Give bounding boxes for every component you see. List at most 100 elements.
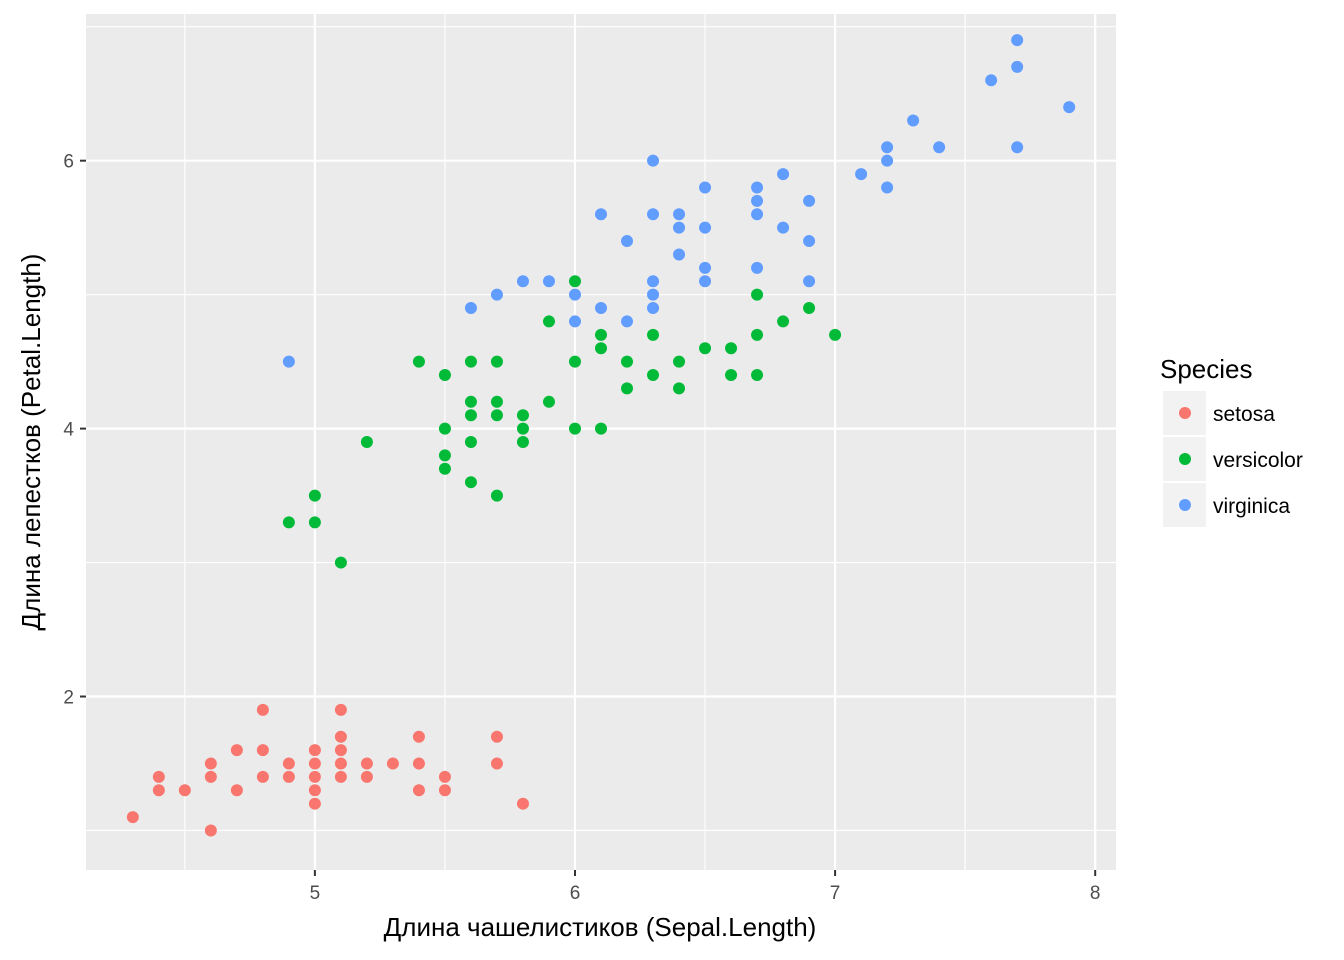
point-versicolor	[516, 409, 529, 422]
point-virginica	[673, 248, 686, 261]
data-points	[126, 34, 1076, 837]
point-setosa	[256, 770, 269, 783]
point-virginica	[881, 141, 894, 154]
point-virginica	[673, 208, 686, 221]
series-setosa	[126, 703, 529, 837]
point-setosa	[282, 757, 295, 770]
point-versicolor	[438, 422, 451, 435]
point-setosa	[282, 770, 295, 783]
point-virginica	[751, 208, 764, 221]
point-versicolor	[568, 275, 581, 288]
point-setosa	[308, 797, 321, 810]
point-setosa	[308, 784, 321, 797]
point-virginica	[699, 261, 712, 274]
y-tick-label: 2	[63, 688, 74, 709]
point-setosa	[126, 811, 139, 824]
point-setosa	[412, 757, 425, 770]
point-setosa	[256, 703, 269, 716]
point-versicolor	[360, 436, 373, 448]
point-virginica	[777, 221, 790, 234]
point-versicolor	[673, 382, 686, 395]
point-virginica	[647, 154, 660, 167]
point-versicolor	[516, 422, 529, 435]
point-virginica	[1011, 60, 1024, 73]
point-setosa	[308, 770, 321, 783]
point-virginica	[699, 221, 712, 234]
point-virginica	[1063, 101, 1076, 114]
point-virginica	[647, 208, 660, 221]
point-versicolor	[673, 355, 686, 368]
point-versicolor	[464, 355, 477, 368]
point-setosa	[438, 770, 451, 783]
point-versicolor	[647, 369, 660, 382]
point-virginica	[751, 261, 764, 274]
point-setosa	[334, 744, 347, 757]
point-versicolor	[725, 369, 738, 382]
point-setosa	[360, 757, 373, 770]
y-axis-title: Длина лепестков (Petal.Length)	[16, 254, 46, 631]
point-setosa	[334, 730, 347, 743]
point-virginica	[803, 275, 816, 288]
point-virginica	[751, 194, 764, 207]
point-versicolor	[490, 395, 503, 408]
point-virginica	[881, 181, 894, 194]
point-setosa	[334, 770, 347, 783]
point-versicolor	[542, 395, 555, 408]
point-versicolor	[568, 422, 581, 435]
legend-keys: setosa versicolor virginica	[1163, 391, 1303, 527]
y-tick-label: 6	[63, 152, 74, 173]
point-virginica	[803, 235, 816, 248]
point-setosa	[412, 730, 425, 743]
point-setosa	[204, 770, 217, 783]
point-virginica	[933, 141, 946, 154]
point-versicolor	[595, 328, 607, 341]
x-axis-title: Длина чашелистиков (Sepal.Length)	[384, 912, 817, 942]
point-versicolor	[490, 355, 503, 368]
point-virginica	[595, 302, 607, 315]
point-setosa	[438, 784, 451, 797]
legend-label-versicolor: versicolor	[1213, 449, 1303, 472]
point-setosa	[256, 744, 269, 757]
point-versicolor	[542, 315, 555, 328]
point-versicolor	[490, 489, 503, 502]
point-virginica	[673, 221, 686, 234]
point-versicolor	[516, 436, 529, 448]
x-tick-label: 5	[310, 883, 321, 904]
point-setosa	[308, 744, 321, 757]
point-virginica	[542, 275, 555, 288]
point-virginica	[907, 114, 920, 127]
point-virginica	[855, 168, 868, 181]
point-virginica	[516, 275, 529, 288]
point-setosa	[152, 770, 165, 783]
point-versicolor	[595, 342, 607, 355]
point-setosa	[490, 730, 503, 743]
series-virginica	[282, 34, 1076, 368]
point-virginica	[699, 181, 712, 194]
point-versicolor	[490, 409, 503, 422]
legend-key-virginica	[1179, 499, 1191, 511]
point-virginica	[595, 208, 607, 221]
point-virginica	[647, 288, 660, 301]
point-versicolor	[464, 476, 477, 489]
point-virginica	[464, 302, 477, 315]
point-virginica	[647, 302, 660, 315]
point-setosa	[204, 824, 217, 837]
point-versicolor	[464, 395, 477, 408]
point-versicolor	[438, 449, 451, 462]
point-versicolor	[725, 342, 738, 355]
legend-title: Species	[1160, 354, 1253, 384]
point-versicolor	[621, 355, 634, 368]
point-setosa	[152, 784, 165, 797]
point-versicolor	[282, 516, 295, 529]
x-axis-ticks: 5 6 7 8	[310, 870, 1101, 904]
point-versicolor	[647, 328, 660, 341]
x-tick-label: 8	[1090, 883, 1101, 904]
plot-panel	[86, 14, 1116, 870]
x-tick-label: 6	[570, 883, 581, 904]
point-versicolor	[751, 288, 764, 301]
legend-label-virginica: virginica	[1213, 495, 1290, 518]
point-setosa	[360, 770, 373, 783]
point-virginica	[699, 275, 712, 288]
point-versicolor	[751, 369, 764, 382]
